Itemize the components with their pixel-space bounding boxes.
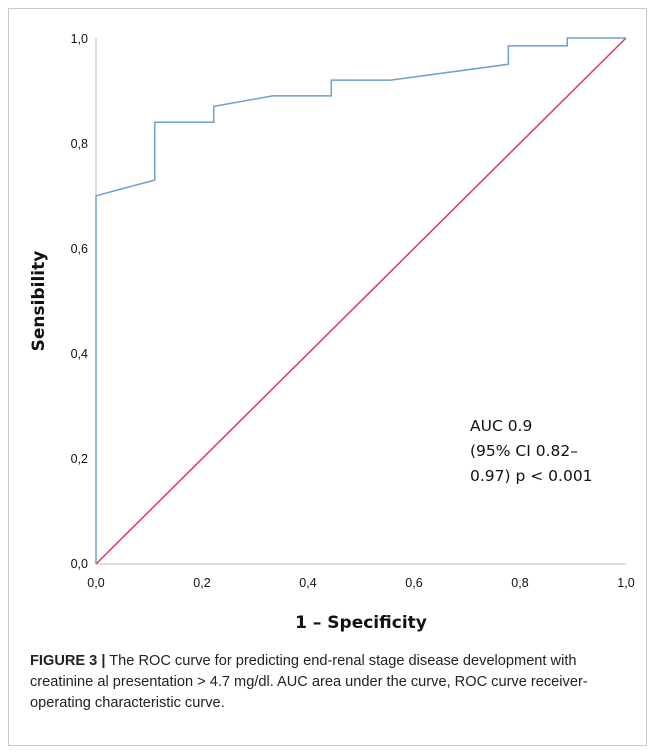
roc-curve-line: [95, 37, 626, 564]
auc-annotation-line: 0.97) p < 0.001: [470, 467, 593, 485]
y-axis-title: Sensibility: [29, 251, 49, 352]
figure-caption-text: The ROC curve for predicting end-renal s…: [30, 653, 588, 711]
x-tick-label: 0,4: [299, 576, 316, 590]
y-tick-label: 0,6: [71, 242, 88, 256]
y-tick-label: 0,0: [71, 557, 88, 571]
x-tick-label: 0,6: [405, 576, 422, 590]
figure-frame: [8, 8, 647, 746]
auc-annotation-line: AUC 0.9: [470, 417, 532, 435]
y-tick-label: 0,8: [71, 137, 88, 151]
roc-chart: 0,0 0,2 0,4 0,6 0,8 1,0 0,0 0,2 0,4 0,6 …: [29, 32, 635, 633]
y-tick-labels: 0,0 0,2 0,4 0,6 0,8 1,0: [71, 32, 88, 571]
y-tick-label: 0,4: [71, 347, 88, 361]
reference-diagonal-line: [95, 37, 627, 565]
figure-caption-label: FIGURE 3 |: [30, 653, 106, 669]
x-axis-title: 1 – Specificity: [295, 613, 427, 633]
x-tick-label: 0,8: [511, 576, 528, 590]
x-tick-label: 1,0: [617, 576, 634, 590]
x-tick-label: 0,0: [87, 576, 104, 590]
figure-caption: FIGURE 3 | The ROC curve for predicting …: [30, 651, 630, 714]
y-tick-label: 0,2: [71, 452, 88, 466]
auc-annotation-line: (95% CI 0.82–: [470, 442, 578, 460]
y-tick-label: 1,0: [71, 32, 88, 46]
series-layer: [95, 37, 627, 565]
x-tick-label: 0,2: [193, 576, 210, 590]
auc-annotation: AUC 0.9 (95% CI 0.82– 0.97) p < 0.001: [470, 417, 593, 485]
x-tick-labels: 0,0 0,2 0,4 0,6 0,8 1,0: [87, 576, 634, 590]
